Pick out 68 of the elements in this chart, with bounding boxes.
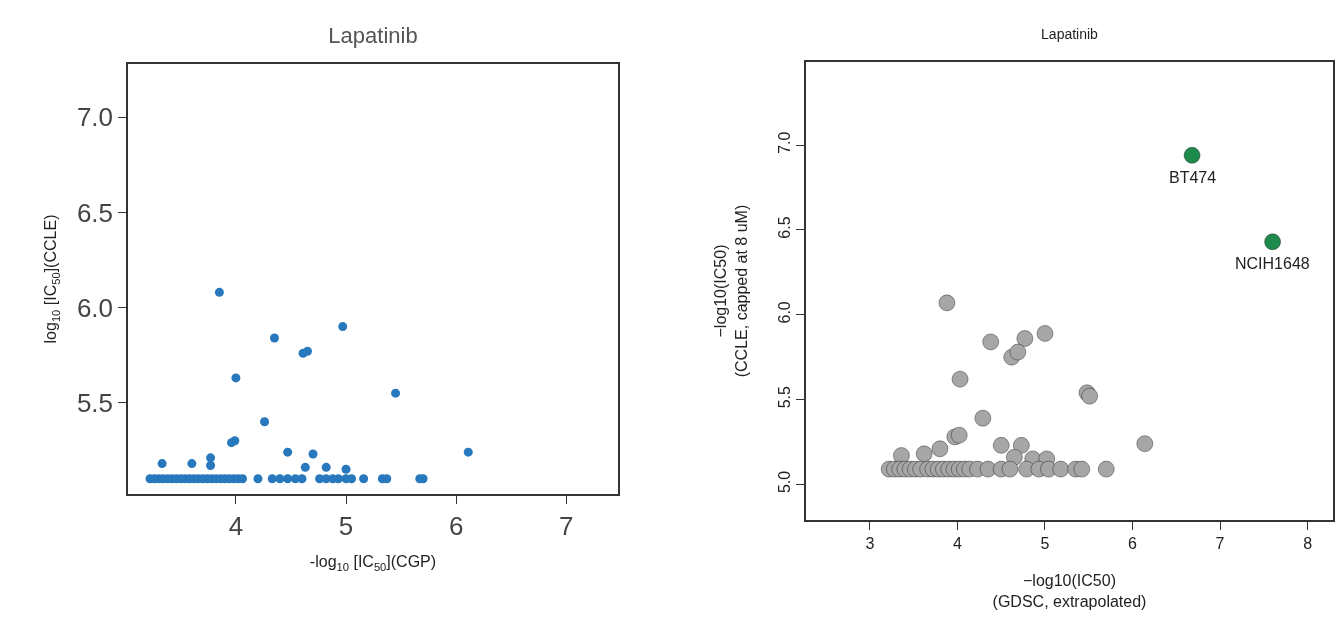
y-tick-label: 6.0 xyxy=(76,292,114,323)
x-tick-label: 4 xyxy=(953,534,962,552)
x-axis-title: -log$_{10}$ [IC$_{50}$](CGP) xyxy=(309,553,437,573)
y-tick-label: 5.5 xyxy=(76,387,114,418)
point xyxy=(1016,330,1034,347)
point xyxy=(347,474,357,484)
point xyxy=(253,474,263,484)
chart-title: Lapatinib xyxy=(328,22,418,48)
point xyxy=(302,346,312,356)
point xyxy=(1183,146,1201,164)
point xyxy=(951,370,969,388)
x-tick-label: 5 xyxy=(338,510,354,541)
y-tick-label: 5.5 xyxy=(775,385,793,409)
point xyxy=(260,417,270,427)
x-tick-label: 5 xyxy=(1040,534,1050,552)
x-tick-label: 6 xyxy=(448,510,464,541)
point xyxy=(1012,436,1030,454)
point xyxy=(300,462,310,472)
point xyxy=(321,462,331,472)
point xyxy=(297,474,307,484)
annotation: BT474 xyxy=(1169,169,1217,186)
x-tick-label: 7 xyxy=(559,510,574,541)
y-tick-label: 6.5 xyxy=(775,216,793,239)
point xyxy=(1009,343,1027,361)
chart-title: Lapatinib xyxy=(1041,26,1099,42)
point xyxy=(974,409,992,427)
point xyxy=(206,460,216,470)
point xyxy=(982,333,1000,351)
point xyxy=(308,449,318,459)
point xyxy=(1052,460,1070,478)
point xyxy=(1136,435,1154,453)
point xyxy=(1001,460,1019,478)
y-tick-label: 7.0 xyxy=(76,102,114,133)
point xyxy=(931,440,949,458)
point xyxy=(1264,233,1281,251)
point xyxy=(992,436,1010,454)
x-tick-label: 4 xyxy=(228,510,244,541)
point xyxy=(283,474,293,484)
point xyxy=(915,445,933,463)
point xyxy=(157,459,167,469)
point xyxy=(231,373,241,383)
point xyxy=(1073,460,1091,478)
point xyxy=(341,464,351,474)
point xyxy=(187,459,197,469)
point xyxy=(1036,325,1054,342)
x-tick-label: 6 xyxy=(1128,534,1138,552)
point xyxy=(391,388,401,398)
point xyxy=(950,426,968,444)
y-tick-label: 5.0 xyxy=(775,470,793,494)
point xyxy=(938,294,956,312)
x-tick-label: 3 xyxy=(865,534,875,552)
y-axis-title: −log10(IC50) (CCLE, capped at 8 uM) xyxy=(712,204,751,378)
annotation: NCIH1648 xyxy=(1235,255,1310,272)
point xyxy=(359,474,369,484)
point xyxy=(214,287,224,297)
x-tick-label: 7 xyxy=(1215,534,1225,552)
y-tick-label: 7.0 xyxy=(775,131,793,154)
point xyxy=(463,447,473,457)
point xyxy=(338,322,348,332)
point xyxy=(267,474,277,484)
y-tick-label: 6.5 xyxy=(76,197,114,228)
point xyxy=(283,447,293,457)
point xyxy=(269,333,279,343)
y-tick-label: 6.0 xyxy=(775,301,793,324)
point xyxy=(1097,460,1115,478)
x-axis-title: −log10(IC50) (GDSC, extrapolated) xyxy=(992,572,1147,610)
point xyxy=(206,453,216,463)
x-tick-label: 8 xyxy=(1303,534,1313,552)
